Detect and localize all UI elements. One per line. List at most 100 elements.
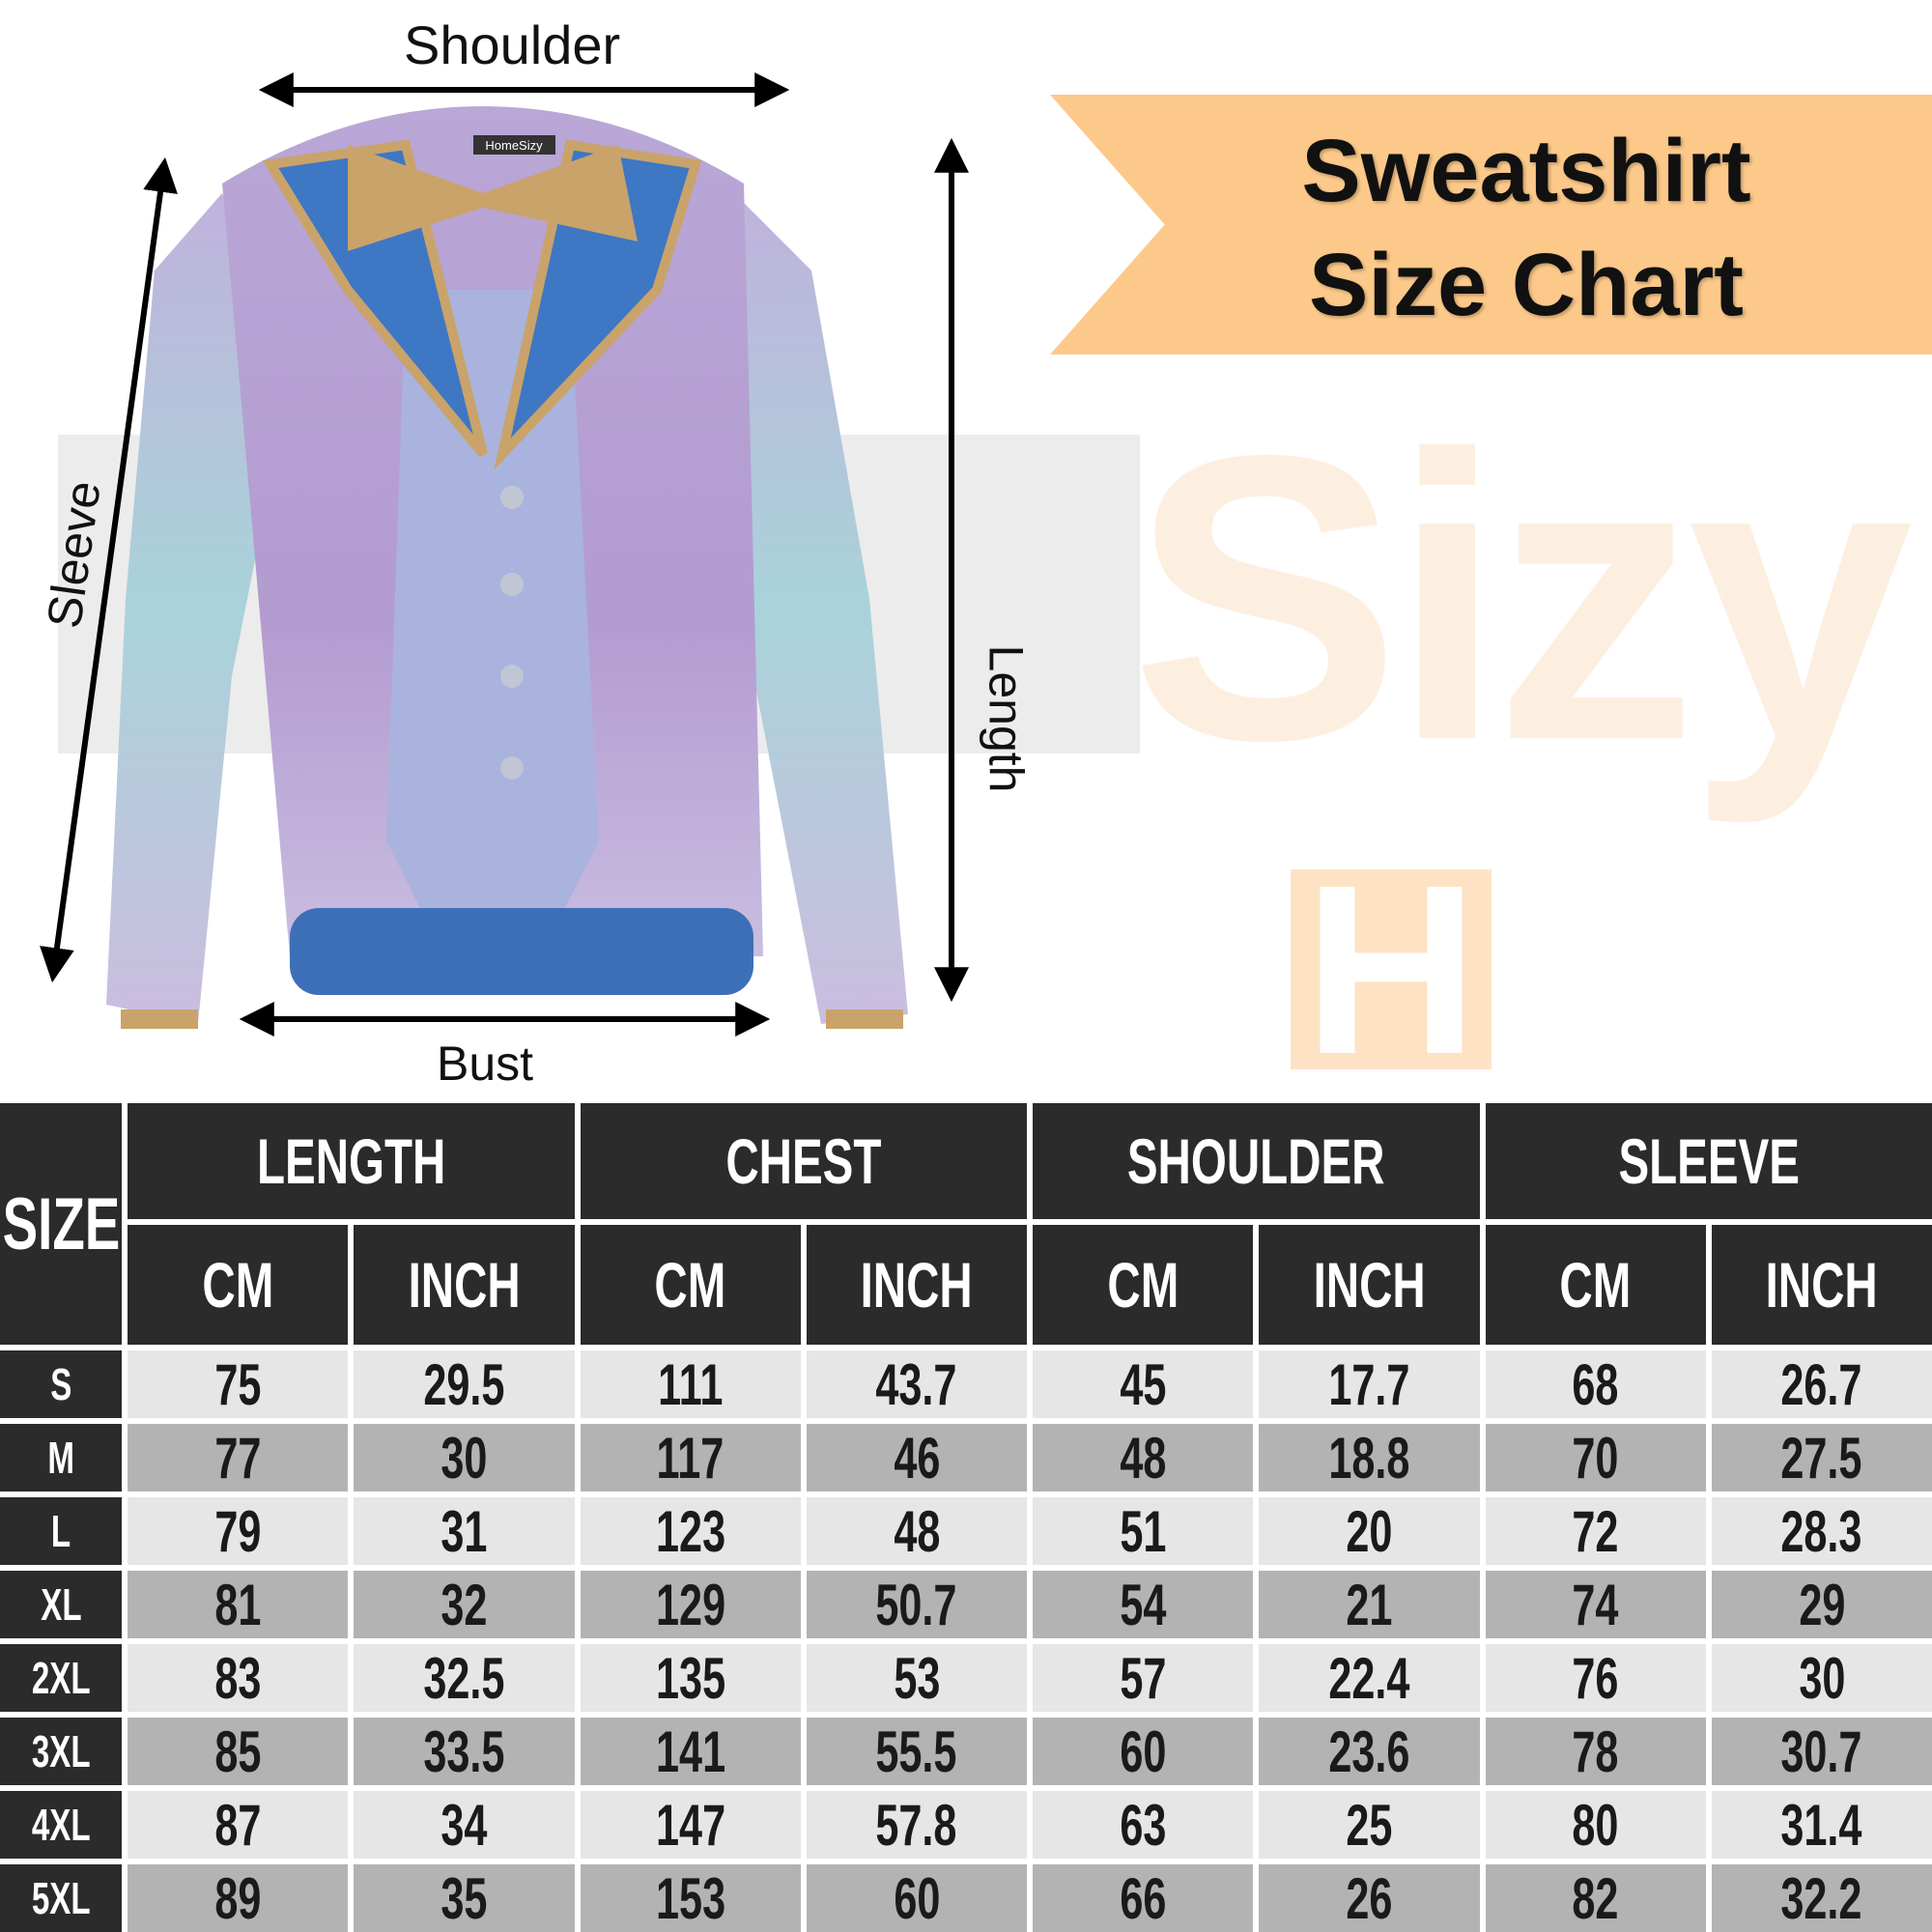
table-cell: 111 (580, 1350, 801, 1418)
table-cell: 26 (1259, 1864, 1480, 1932)
table-cell-text: 22.4 (1328, 1645, 1410, 1711)
banner-title: Sweatshirt Size Chart (1188, 114, 1864, 342)
unit-header-inch-text: INCH (408, 1249, 521, 1321)
table-cell: 66 (1033, 1864, 1254, 1932)
size-cell-2xl-text: 2XL (31, 1653, 91, 1703)
table-cell: 147 (580, 1791, 801, 1859)
table-cell: 78 (1485, 1718, 1706, 1785)
group-header-sleeve: SLEEVE (1485, 1103, 1932, 1219)
table-cell-text: 74 (1572, 1572, 1619, 1637)
table-cell: 79 (128, 1497, 349, 1565)
table-cell-text: 31.4 (1780, 1792, 1862, 1858)
table-cell-text: 26 (1346, 1865, 1393, 1931)
table-cell-text: 48 (893, 1498, 940, 1564)
size-cell-m-text: M (47, 1433, 74, 1483)
size-cell-5xl-text: 5XL (31, 1873, 91, 1923)
table-cell: 17.7 (1259, 1350, 1480, 1418)
table-cell-text: 79 (214, 1498, 262, 1564)
table-cell-text: 28.3 (1780, 1498, 1862, 1564)
table-cell-text: 27.5 (1780, 1425, 1862, 1491)
table-cell: 60 (806, 1864, 1027, 1932)
table-cell: 27.5 (1711, 1424, 1932, 1492)
table-cell-text: 135 (655, 1645, 725, 1711)
table-cell: 77 (128, 1424, 349, 1492)
table-cell-text: 45 (1120, 1351, 1167, 1417)
table-cell: 74 (1485, 1571, 1706, 1638)
banner-line1: Sweatshirt (1301, 122, 1751, 220)
table-cell-text: 72 (1572, 1498, 1619, 1564)
table-cell: 81 (128, 1571, 349, 1638)
table-cell: 46 (806, 1424, 1027, 1492)
table-cell: 48 (806, 1497, 1027, 1565)
table-cell-text: 75 (214, 1351, 262, 1417)
size-cell-s: S (0, 1350, 122, 1418)
table-cell-text: 32 (440, 1572, 488, 1637)
table-cell: 45 (1033, 1350, 1254, 1418)
watermark-sizy: Sizy (1130, 372, 1913, 825)
table-cell-text: 82 (1572, 1865, 1619, 1931)
size-cell-m: M (0, 1424, 122, 1492)
table-cell: 43.7 (806, 1350, 1027, 1418)
table-cell: 54 (1033, 1571, 1254, 1638)
table-cell-text: 81 (214, 1572, 262, 1637)
table-cell: 22.4 (1259, 1644, 1480, 1712)
table-cell-text: 89 (214, 1865, 262, 1931)
group-header-chest-text: CHEST (725, 1125, 882, 1197)
table-cell-text: 25 (1346, 1792, 1393, 1858)
table-cell-text: 30.7 (1780, 1719, 1862, 1784)
bow-tie (348, 145, 638, 251)
table-cell-text: 147 (655, 1792, 725, 1858)
table-cell-text: 57.8 (875, 1792, 957, 1858)
table-cell-text: 70 (1572, 1425, 1619, 1491)
table-cell: 30.7 (1711, 1718, 1932, 1785)
table-cell: 72 (1485, 1497, 1706, 1565)
unit-header-cm: CM (128, 1225, 349, 1345)
size-cell-xl-text: XL (40, 1579, 82, 1630)
unit-header-cm-text: CM (1107, 1249, 1179, 1321)
unit-header-cm: CM (1485, 1225, 1706, 1345)
table-cell: 30 (354, 1424, 575, 1492)
tag-label: HomeSizy (485, 138, 543, 153)
table-cell-text: 87 (214, 1792, 262, 1858)
unit-header-cm: CM (580, 1225, 801, 1345)
table-cell: 135 (580, 1644, 801, 1712)
table-cell-text: 117 (656, 1425, 724, 1491)
table-cell-text: 20 (1346, 1498, 1393, 1564)
table-cell: 30 (1711, 1644, 1932, 1712)
table-cell-text: 80 (1572, 1792, 1619, 1858)
table-cell-text: 141 (655, 1719, 725, 1784)
table-cell-text: 53 (893, 1645, 940, 1711)
table-cell: 51 (1033, 1497, 1254, 1565)
table-cell: 129 (580, 1571, 801, 1638)
size-cell-4xl: 4XL (0, 1791, 122, 1859)
table-cell-text: 33.5 (423, 1719, 505, 1784)
table-cell-text: 48 (1120, 1425, 1167, 1491)
length-label: Length (979, 644, 1034, 793)
group-header-length-text: LENGTH (256, 1125, 445, 1197)
table-cell: 57.8 (806, 1791, 1027, 1859)
table-cell: 53 (806, 1644, 1027, 1712)
table-cell-text: 68 (1572, 1351, 1619, 1417)
size-cell-3xl: 3XL (0, 1718, 122, 1785)
size-cell-5xl: 5XL (0, 1864, 122, 1932)
group-header-shoulder: SHOULDER (1033, 1103, 1480, 1219)
table-cell-text: 51 (1120, 1498, 1167, 1564)
table-cell-text: 77 (214, 1425, 262, 1491)
group-header-chest: CHEST (580, 1103, 1027, 1219)
table-cell-text: 123 (655, 1498, 725, 1564)
unit-header-cm-text: CM (654, 1249, 726, 1321)
table-cell: 34 (354, 1791, 575, 1859)
unit-header-inch: INCH (806, 1225, 1027, 1345)
unit-header-cm: CM (1033, 1225, 1254, 1345)
table-cell-text: 55.5 (875, 1719, 957, 1784)
table-cell-text: 30 (440, 1425, 488, 1491)
size-cell-xl: XL (0, 1571, 122, 1638)
table-cell: 50.7 (806, 1571, 1027, 1638)
table-cell-text: 63 (1120, 1792, 1167, 1858)
table-cell-text: 46 (893, 1425, 940, 1491)
table-cell-text: 17.7 (1328, 1351, 1410, 1417)
unit-header-inch-text: INCH (860, 1249, 973, 1321)
table-cell: 85 (128, 1718, 349, 1785)
table-cell: 117 (580, 1424, 801, 1492)
size-cell-s-text: S (49, 1359, 72, 1409)
